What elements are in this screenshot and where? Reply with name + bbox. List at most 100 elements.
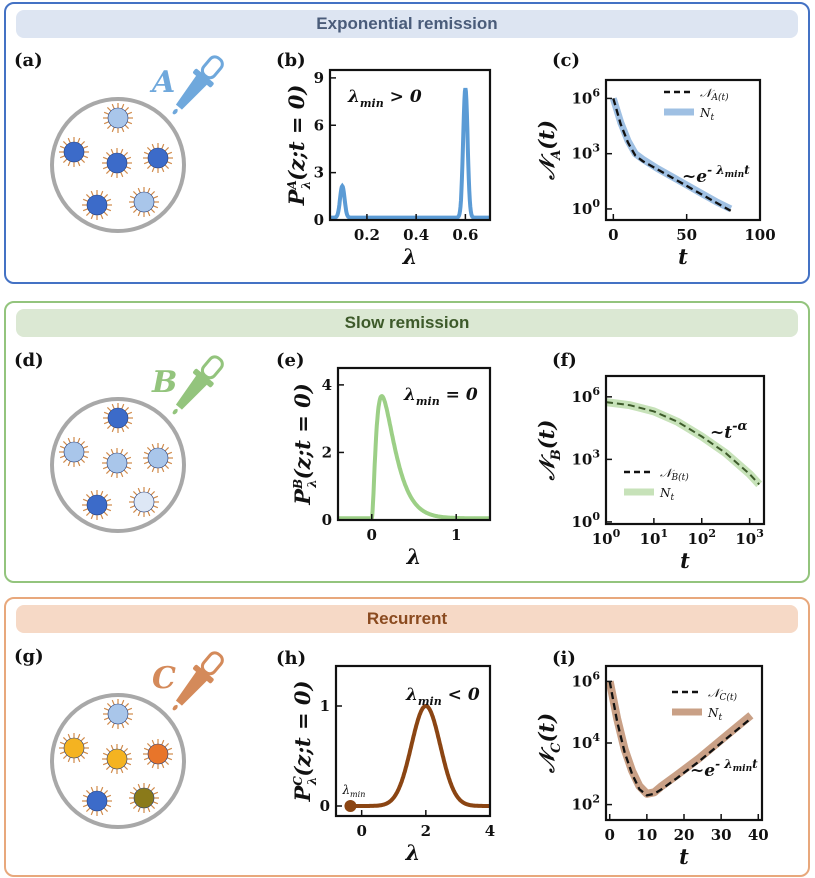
y-axis-label: 𝒩B(t)	[534, 420, 564, 482]
dropper-collar	[193, 368, 214, 388]
x-tick-label: 100	[592, 527, 621, 548]
y-tick-label: 100	[571, 510, 600, 531]
y-tick-label: 106	[571, 86, 600, 107]
row-panel-a: Exponential remission	[4, 2, 810, 284]
panel-label: (a)	[14, 50, 43, 71]
cell	[143, 143, 173, 173]
series-line	[612, 98, 732, 212]
x-tick-label: 100	[744, 226, 775, 244]
cell-body	[133, 191, 155, 213]
distribution-curve	[338, 393, 490, 521]
decay-annotation: ~t-α	[710, 419, 748, 443]
cell	[129, 783, 159, 813]
cell-body	[106, 452, 128, 474]
series-band	[605, 680, 754, 798]
y-tick-label: 0	[322, 511, 332, 529]
y-tick-label: 0	[320, 797, 330, 815]
drop-icon	[172, 108, 178, 115]
cell-body	[107, 703, 129, 725]
x-tick-label: 40	[748, 826, 769, 844]
y-tick-label: 9	[314, 69, 324, 87]
dropper-bulb	[200, 355, 224, 380]
dropper-icon	[172, 651, 224, 711]
panel-label: (d)	[14, 350, 44, 371]
x-axis-label: t	[680, 548, 690, 573]
row-banner: Exponential remission	[16, 10, 798, 38]
drop-icon	[172, 408, 178, 415]
y-axis-label: PAλ(z;t = 0)	[284, 85, 313, 207]
y-tick-label: 106	[571, 385, 600, 406]
cell	[82, 786, 112, 816]
y-tick-label: 3	[314, 164, 324, 182]
drug-letter: A	[149, 65, 175, 100]
cell	[82, 490, 112, 520]
drug-letter: C	[152, 661, 176, 696]
dropper-icon	[172, 355, 224, 415]
dropper-collar	[193, 68, 214, 88]
illustration-c: (g) C	[14, 646, 224, 829]
y-axis-label: PCλ(z;t = 0)	[290, 681, 319, 803]
cell-body	[86, 494, 108, 516]
x-tick-label: 102	[687, 527, 716, 548]
cell-body	[107, 407, 129, 429]
x-tick-label: 10	[636, 826, 657, 844]
decay-annotation: ~e- λmint	[690, 757, 758, 781]
row-panel-b: Slow remission	[4, 301, 810, 583]
cell	[129, 187, 159, 217]
x-tick-label: 0.2	[354, 226, 380, 244]
illustration-b: (d) B	[14, 350, 224, 533]
x-tick-label: 0	[356, 822, 366, 840]
cell-body	[147, 743, 169, 765]
drug-letter: B	[151, 365, 177, 400]
dropper-tube	[175, 75, 208, 110]
cell-body	[63, 737, 85, 759]
cell	[59, 733, 89, 763]
row-banner: Slow remission	[16, 309, 798, 337]
legend-entry: Nt	[699, 106, 715, 123]
x-tick-label: 2	[421, 822, 431, 840]
chart-h: (h) λmin 0 2 4 0 1 λ PCλ(z;t = 0) λmin < 0	[276, 648, 495, 865]
panel-label: (e)	[276, 350, 305, 371]
y-tick-label: 6	[314, 116, 324, 134]
x-axis-label: λ	[402, 244, 418, 269]
series-line	[608, 681, 752, 797]
dropper-tube	[175, 375, 208, 410]
cell	[102, 148, 132, 178]
cell	[103, 699, 133, 729]
legend-entry: 𝒩B(t)	[660, 466, 689, 483]
y-tick-label: 4	[322, 376, 332, 394]
dropper-collar	[193, 664, 214, 684]
x-tick-label: 0.6	[452, 226, 478, 244]
y-axis-label: PBλ(z;t = 0)	[290, 383, 319, 505]
x-tick-label: 50	[676, 226, 697, 244]
cell	[102, 448, 132, 478]
legend-entry: 𝒩A(t)	[700, 86, 729, 103]
plot-frame	[334, 664, 492, 818]
y-tick-label: 104	[571, 731, 600, 752]
cell-body	[133, 787, 155, 809]
chart-e: (e) 0 1 0 2 4 λ PBλ(z;t = 0) λmin = 0	[276, 350, 492, 569]
plot-frame	[336, 366, 492, 522]
y-tick-label: 100	[571, 197, 600, 218]
plot-frame	[604, 78, 762, 222]
chart-b: (b) 0.2 0.4 0.6 0 3 6 9 λ PAλ(z;t = 0) λmin > 0	[276, 50, 492, 269]
chart-f: (f) 100 101 102 103 100 103 106 t 𝒩B(t) 𝒩B(t) Nt ~t-…	[534, 350, 766, 573]
x-tick-label: 30	[711, 826, 732, 844]
cell-body	[86, 790, 108, 812]
cell-body	[147, 447, 169, 469]
cell-body	[63, 141, 85, 163]
dropper-tube	[175, 671, 208, 706]
x-tick-label: 0	[608, 226, 618, 244]
dropper-icon	[172, 55, 224, 115]
distribution-curve	[352, 704, 490, 808]
panel-label: (h)	[276, 648, 306, 669]
row-panel-c: Recurrent	[4, 597, 810, 877]
y-tick-label: 1	[320, 697, 330, 715]
x-tick-label: 20	[674, 826, 695, 844]
row-banner: Recurrent	[16, 605, 798, 633]
chart-c: (c) 0 50 100 100 103 106 t 𝒩A(t) 𝒩A(t) Nt ~e- λmint	[534, 50, 776, 269]
x-tick-label: 0.4	[403, 226, 429, 244]
plot-frame	[604, 374, 766, 526]
y-tick-label: 2	[322, 443, 332, 461]
series-line	[605, 401, 760, 486]
